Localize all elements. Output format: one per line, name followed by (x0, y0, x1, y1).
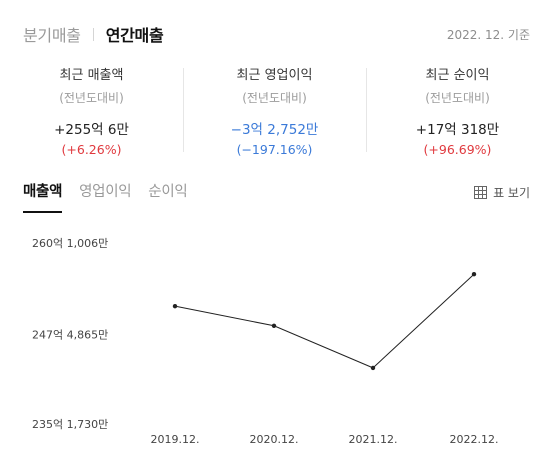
summary-panel: 최근 매출액 (전년도대비) +255억 6만 (+6.26%) 최근 영업이익… (0, 62, 549, 157)
data-point[interactable] (271, 323, 277, 328)
summary-value: −3억 2,752만 (230, 122, 319, 138)
summary-subtitle: (전년도대비) (242, 91, 307, 105)
data-point[interactable] (471, 272, 477, 277)
x-tick-label: 2019.12. (151, 433, 200, 446)
x-tick-label: 2020.12. (250, 433, 299, 446)
summary-percent: (−197.16%) (236, 142, 313, 157)
summary-sales: 최근 매출액 (전년도대비) +255억 6만 (+6.26%) (0, 62, 183, 157)
tab-divider (92, 27, 94, 41)
summary-title: 최근 매출액 (59, 68, 124, 83)
x-tick-label: 2022.12. (450, 433, 499, 446)
summary-title: 최근 순이익 (425, 68, 490, 83)
summary-operating-profit: 최근 영업이익 (전년도대비) −3억 2,752만 (−197.16%) (183, 62, 366, 157)
series-line (174, 273, 475, 369)
table-view-button[interactable]: 표 보기 (474, 184, 530, 201)
summary-percent: (+96.69%) (423, 142, 492, 157)
table-view-label: 표 보기 (493, 186, 530, 200)
summary-value: +255억 6만 (54, 122, 129, 138)
y-tick-label: 235억 1,730만 (32, 418, 108, 431)
tab-revenue[interactable]: 매출액 (23, 180, 62, 213)
data-point[interactable] (370, 365, 376, 371)
revenue-line-chart: 260억 1,006만 247억 4,865만 235억 1,730만 2019.12… (32, 237, 499, 446)
summary-subtitle: (전년도대비) (59, 91, 124, 105)
metric-tabs: 매출액 영업이익 순이익 (23, 180, 204, 213)
summary-value: +17억 318만 (415, 122, 500, 138)
tab-quarterly-sales[interactable]: 분기매출 (23, 26, 81, 45)
summary-net-income: 최근 순이익 (전년도대비) +17억 318만 (+96.69%) (366, 62, 549, 157)
tab-net-income[interactable]: 순이익 (148, 184, 188, 200)
as-of-date: 2022. 12. 기준 (446, 28, 530, 42)
summary-percent: (+6.26%) (61, 142, 122, 157)
summary-subtitle: (전년도대비) (425, 91, 490, 105)
table-icon (474, 186, 488, 199)
tab-annual-sales[interactable]: 연간매출 (105, 26, 164, 45)
y-tick-label: 247억 4,865만 (32, 329, 108, 342)
period-tabs: 분기매출 연간매출 (23, 22, 164, 46)
summary-title: 최근 영업이익 (236, 68, 313, 83)
y-tick-label: 260억 1,006만 (32, 237, 108, 250)
data-point[interactable] (172, 303, 178, 309)
x-tick-label: 2021.12. (349, 433, 398, 446)
tab-operating-profit[interactable]: 영업이익 (79, 184, 132, 200)
